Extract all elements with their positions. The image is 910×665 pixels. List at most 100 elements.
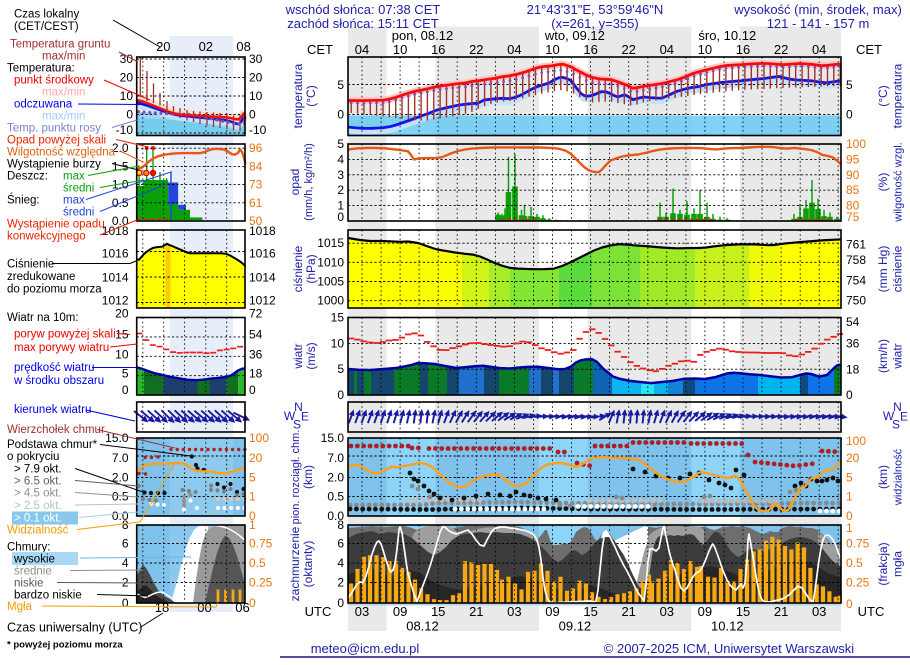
svg-text:Czas lokalny: Czas lokalny [14, 9, 79, 21]
svg-text:1018: 1018 [249, 224, 276, 238]
svg-text:1.5: 1.5 [112, 159, 129, 173]
svg-text:00: 00 [197, 600, 211, 615]
svg-text:Opad powyżej skali: Opad powyżej skali [7, 135, 106, 147]
svg-text:Widzialność: Widzialność [7, 525, 69, 537]
svg-text:2: 2 [337, 576, 344, 590]
svg-text:punkt środkowy: punkt środkowy [14, 75, 94, 87]
svg-text:(oktanty): (oktanty) [301, 541, 315, 588]
svg-text:8: 8 [122, 518, 129, 532]
svg-text:S: S [892, 418, 900, 432]
svg-text:max/min: max/min [42, 87, 85, 99]
svg-text:0.25: 0.25 [249, 576, 273, 590]
svg-text:61: 61 [249, 196, 263, 210]
svg-text:(hPa): (hPa) [304, 254, 318, 283]
svg-text:73: 73 [249, 178, 263, 192]
svg-text:16: 16 [736, 42, 750, 57]
svg-text:* powyżej poziomu morza: * powyżej poziomu morza [7, 640, 123, 651]
svg-text:(mm Hg): (mm Hg) [876, 246, 890, 293]
svg-text:wiatr: wiatr [291, 343, 305, 369]
svg-text:7.0: 7.0 [327, 451, 344, 465]
svg-text:wto, 09.12: wto, 09.12 [544, 28, 605, 43]
svg-text:poryw powyżej skali: poryw powyżej skali [14, 329, 116, 341]
svg-text:1015: 1015 [317, 236, 344, 250]
svg-text:750: 750 [846, 294, 866, 308]
svg-text:1010: 1010 [317, 255, 344, 269]
svg-text:20: 20 [120, 71, 134, 85]
svg-text:Wystąpienie opadu: Wystąpienie opadu [7, 219, 105, 231]
svg-text:18: 18 [846, 362, 860, 376]
svg-text:E: E [301, 410, 309, 424]
svg-text:widzialność: widzialność [893, 448, 905, 506]
svg-text:84: 84 [249, 159, 263, 173]
svg-text:wschód słońca: 07:38 CET: wschód słońca: 07:38 CET [285, 2, 441, 17]
svg-text:10: 10 [120, 89, 134, 103]
svg-text:96: 96 [249, 141, 263, 155]
svg-text:Śnieg:: Śnieg: [7, 194, 40, 207]
svg-text:> 0.1 okt.: > 0.1 okt. [14, 513, 62, 525]
svg-text:1005: 1005 [317, 275, 344, 289]
svg-text:100: 100 [846, 137, 866, 151]
svg-text:22: 22 [469, 42, 483, 57]
svg-text:5: 5 [249, 471, 256, 485]
svg-text:4: 4 [337, 556, 344, 570]
svg-text:10: 10 [249, 89, 263, 103]
svg-text:-10: -10 [249, 123, 267, 137]
svg-text:09: 09 [393, 604, 407, 619]
svg-text:0.5: 0.5 [249, 556, 266, 570]
svg-text:S: S [293, 418, 301, 432]
svg-text:10: 10 [698, 42, 712, 57]
svg-text:36: 36 [249, 348, 263, 362]
svg-text:5: 5 [337, 78, 344, 92]
svg-text:1: 1 [846, 521, 853, 535]
svg-text:20: 20 [249, 71, 263, 85]
svg-text:06: 06 [235, 600, 249, 615]
svg-text:śro, 10.12: śro, 10.12 [698, 28, 756, 43]
svg-text:15: 15 [331, 311, 345, 325]
svg-text:10: 10 [115, 348, 129, 362]
svg-text:6: 6 [337, 537, 344, 551]
svg-text:0.5: 0.5 [327, 490, 344, 504]
svg-text:0.25: 0.25 [846, 576, 870, 590]
svg-text:20: 20 [249, 451, 263, 465]
svg-text:(m/s): (m/s) [304, 342, 318, 369]
svg-text:0: 0 [122, 596, 129, 610]
svg-text:15.0: 15.0 [105, 431, 129, 445]
svg-text:(km): (km) [876, 465, 890, 489]
svg-text:18: 18 [249, 367, 263, 381]
svg-text:8: 8 [337, 518, 344, 532]
svg-text:> 7.9 okt.: > 7.9 okt. [14, 464, 62, 476]
svg-text:> 6.5 okt.: > 6.5 okt. [14, 476, 62, 488]
svg-text:0: 0 [846, 108, 853, 122]
svg-text:1014: 1014 [102, 270, 129, 284]
svg-text:niskie: niskie [14, 578, 43, 590]
svg-text:04: 04 [355, 42, 369, 57]
svg-text:20: 20 [115, 307, 129, 321]
svg-text:wysokie: wysokie [13, 554, 55, 566]
svg-text:7.0: 7.0 [112, 451, 129, 465]
svg-text:Wierzchołek chmur: Wierzchołek chmur [7, 424, 105, 436]
svg-text:Temperatura gruntu: Temperatura gruntu [10, 39, 110, 51]
svg-text:wilgotność wzgl.: wilgotność wzgl. [893, 142, 905, 222]
svg-text:0.75: 0.75 [846, 537, 870, 551]
svg-text:22: 22 [621, 42, 635, 57]
svg-text:2: 2 [337, 183, 344, 197]
svg-text:54: 54 [249, 328, 263, 342]
svg-text:0: 0 [122, 383, 129, 397]
svg-text:5: 5 [846, 78, 853, 92]
svg-text:09: 09 [545, 604, 559, 619]
svg-text:21°43'31"E, 53°59'46"N: 21°43'31"E, 53°59'46"N [527, 2, 664, 17]
svg-text:o pokryciu: o pokryciu [7, 451, 59, 463]
svg-text:4: 4 [337, 152, 344, 166]
svg-text:© 2007-2025 ICM, Uniwersytet W: © 2007-2025 ICM, Uniwersytet Warszawski [604, 641, 855, 656]
svg-text:Wiatr na 10m:: Wiatr na 10m: [7, 312, 79, 324]
svg-text:opad: opad [288, 169, 302, 196]
svg-text:zredukowane: zredukowane [7, 271, 75, 283]
svg-text:5: 5 [337, 362, 344, 376]
svg-text:5: 5 [122, 367, 129, 381]
svg-text:0.5: 0.5 [846, 556, 863, 570]
svg-text:10: 10 [545, 42, 559, 57]
svg-text:temperatura: temperatura [891, 63, 905, 128]
svg-text:kierunek wiatru: kierunek wiatru [14, 404, 91, 416]
svg-text:odczuwana: odczuwana [14, 99, 73, 111]
svg-text:761: 761 [846, 238, 866, 252]
